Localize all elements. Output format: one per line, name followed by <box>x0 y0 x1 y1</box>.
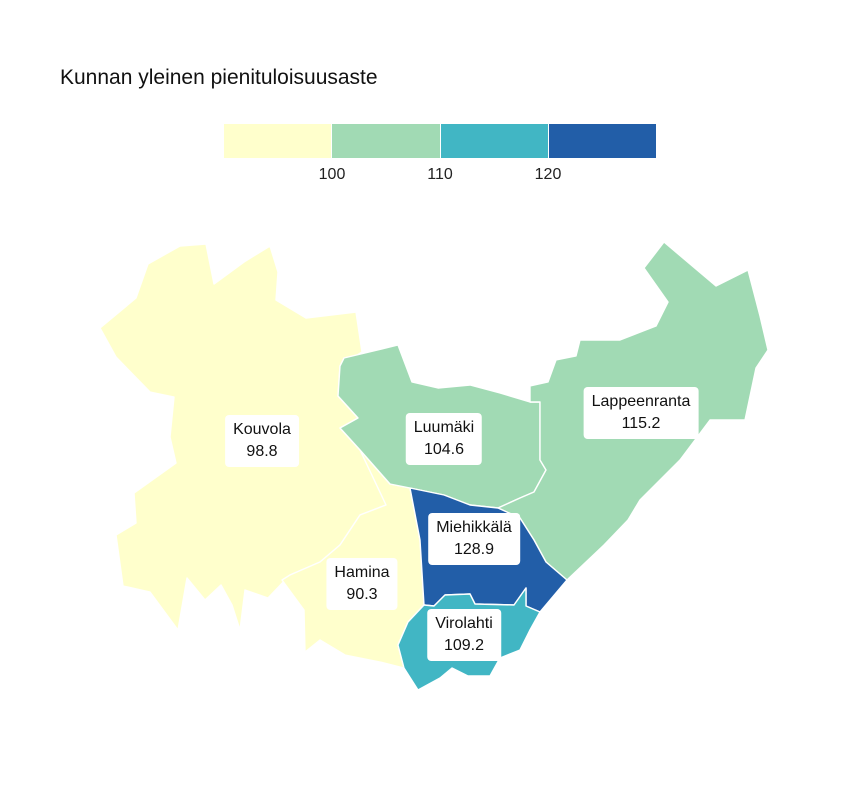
legend-swatch-110-120 <box>439 124 548 158</box>
label-luumaki-name: Luumäki <box>413 419 475 436</box>
label-virolahti-name: Virolahti <box>435 615 493 632</box>
label-luumaki: Luumäki 104.6 <box>405 413 483 465</box>
legend-tick-100: 100 <box>318 166 346 183</box>
color-legend <box>224 124 656 158</box>
legend-swatch-below-100 <box>224 124 332 158</box>
legend-tick-110: 110 <box>427 166 453 183</box>
map-title: Kunnan yleinen pienituloisuusaste <box>60 66 378 89</box>
label-miehikkala-value: 128.9 <box>453 541 495 558</box>
label-miehikkala-name: Miehikkälä <box>436 519 512 536</box>
label-virolahti: Virolahti 109.2 <box>427 609 501 661</box>
legend-tick-120: 120 <box>534 166 562 183</box>
label-hamina-name: Hamina <box>334 564 390 581</box>
label-kouvola-name: Kouvola <box>233 421 291 438</box>
label-kouvola: Kouvola 98.8 <box>225 415 299 467</box>
label-miehikkala: Miehikkälä 128.9 <box>428 513 520 565</box>
label-hamina: Hamina 90.3 <box>326 558 398 610</box>
label-lappeenranta: Lappeenranta 115.2 <box>583 387 699 439</box>
label-hamina-value: 90.3 <box>346 586 378 603</box>
label-kouvola-value: 98.8 <box>246 443 278 460</box>
label-lappeenranta-value: 115.2 <box>621 415 661 432</box>
legend-ticks: 100 110 120 <box>0 166 864 188</box>
label-virolahti-value: 109.2 <box>443 637 485 654</box>
legend-swatch-above-120 <box>547 124 656 158</box>
label-lappeenranta-name: Lappeenranta <box>591 393 691 410</box>
legend-swatch-100-110 <box>331 124 440 158</box>
label-luumaki-value: 104.6 <box>423 441 465 458</box>
